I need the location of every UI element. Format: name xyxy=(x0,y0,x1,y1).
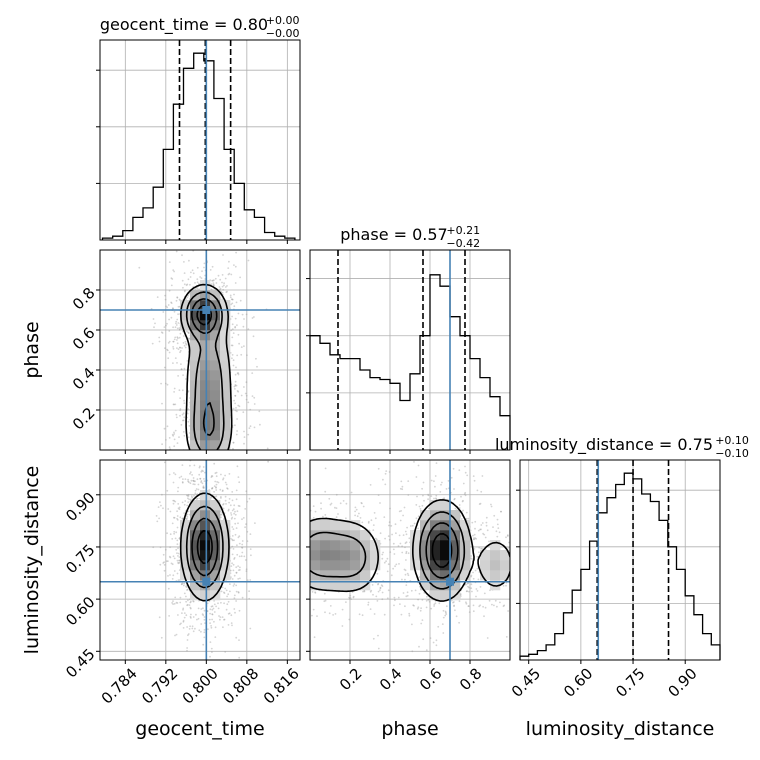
density-contours xyxy=(180,283,233,450)
title-lower-error: −0.42 xyxy=(446,237,480,250)
density-contours xyxy=(310,499,510,602)
contour-line xyxy=(180,283,233,450)
x-tick-label-geocent_time: 0.792 xyxy=(138,664,181,707)
title-upper-error: +0.00 xyxy=(266,14,300,27)
hist-panel-geocent_time: geocent_time = 0.80+0.00−0.00 xyxy=(96,14,301,244)
truth-marker xyxy=(202,577,211,586)
contour-line xyxy=(310,511,466,590)
contour-line xyxy=(431,533,453,568)
scatter-panel-geocent_time-luminosity_distance xyxy=(96,459,301,664)
y-tick-label-phase: 0.2 xyxy=(69,404,99,434)
y-tick-label-phase: 0.4 xyxy=(69,364,99,394)
x-axis-label-luminosity_distance: luminosity_distance xyxy=(526,718,715,740)
contour-line xyxy=(191,517,219,577)
panel-frame xyxy=(309,249,511,451)
y-tick-label-luminosity_distance: 0.75 xyxy=(62,541,98,577)
panel-content xyxy=(138,250,269,450)
title-upper-error: +0.21 xyxy=(446,224,480,237)
x-tick-label-luminosity_distance: 0.60 xyxy=(560,664,596,700)
contour-line xyxy=(310,499,510,602)
scatter-panel-phase-luminosity_distance xyxy=(306,459,511,664)
hist-panel-luminosity_distance: luminosity_distance = 0.75 +0.10−0.10 xyxy=(495,434,749,664)
truth-marker xyxy=(202,306,211,314)
hist-step-geocent_time xyxy=(101,52,296,240)
panel-title-phase: phase = 0.57 xyxy=(340,225,447,244)
contour-line xyxy=(185,505,224,589)
x-tick-label-phase: 0.6 xyxy=(416,664,446,694)
y-tick-label-phase: 0.8 xyxy=(69,284,99,314)
y-tick-label-luminosity_distance: 0.60 xyxy=(62,593,98,629)
y-axis-label-phase: phase xyxy=(21,321,43,378)
title-upper-error: +0.10 xyxy=(715,434,749,447)
y-tick-label-luminosity_distance: 0.45 xyxy=(62,645,98,681)
density-heatmap xyxy=(310,500,510,601)
panel-frame xyxy=(99,459,301,661)
y-axis-label-luminosity_distance: luminosity_distance xyxy=(21,466,43,655)
x-tick-label-luminosity_distance: 0.90 xyxy=(664,664,700,700)
truth-marker xyxy=(446,577,454,586)
panel-frame xyxy=(519,459,721,661)
contour-line xyxy=(196,530,213,564)
panel-frame xyxy=(99,39,301,241)
x-tick-label-geocent_time: 0.816 xyxy=(260,664,303,707)
density-contours xyxy=(179,492,230,602)
y-tick-label-phase: 0.6 xyxy=(69,324,99,354)
title-lower-error: −0.00 xyxy=(266,27,300,40)
x-tick-label-phase: 0.2 xyxy=(336,664,366,694)
panel-content xyxy=(310,461,510,653)
hist-panel-phase: phase = 0.57+0.21−0.42 xyxy=(306,224,511,454)
panel-frame xyxy=(309,459,511,661)
panel-frame xyxy=(99,249,301,451)
x-tick-label-luminosity_distance: 0.45 xyxy=(508,664,544,700)
x-tick-label-geocent_time: 0.784 xyxy=(98,664,141,707)
panel-content xyxy=(152,460,269,659)
scatter-panel-geocent_time-phase xyxy=(96,249,301,454)
x-tick-label-phase: 0.8 xyxy=(456,664,486,694)
contour-line xyxy=(179,492,230,602)
x-tick-label-geocent_time: 0.808 xyxy=(219,664,262,707)
x-tick-label-phase: 0.4 xyxy=(376,664,406,694)
contour-line xyxy=(425,522,459,579)
panel-title-luminosity_distance: luminosity_distance = 0.75 xyxy=(495,435,713,455)
panel-title-geocent_time: geocent_time = 0.80 xyxy=(100,15,268,35)
x-axis-label-geocent_time: geocent_time xyxy=(135,718,264,740)
x-axis-label-phase: phase xyxy=(381,718,438,740)
density-heatmap xyxy=(180,490,231,601)
title-lower-error: −0.10 xyxy=(715,447,749,460)
y-tick-label-luminosity_distance: 0.90 xyxy=(62,489,98,525)
hist-step-phase xyxy=(309,274,511,450)
contour-line xyxy=(185,291,225,450)
hist-step-luminosity_distance xyxy=(519,472,721,660)
x-tick-label-luminosity_distance: 0.75 xyxy=(612,664,648,700)
x-tick-label-geocent_time: 0.800 xyxy=(179,664,222,707)
